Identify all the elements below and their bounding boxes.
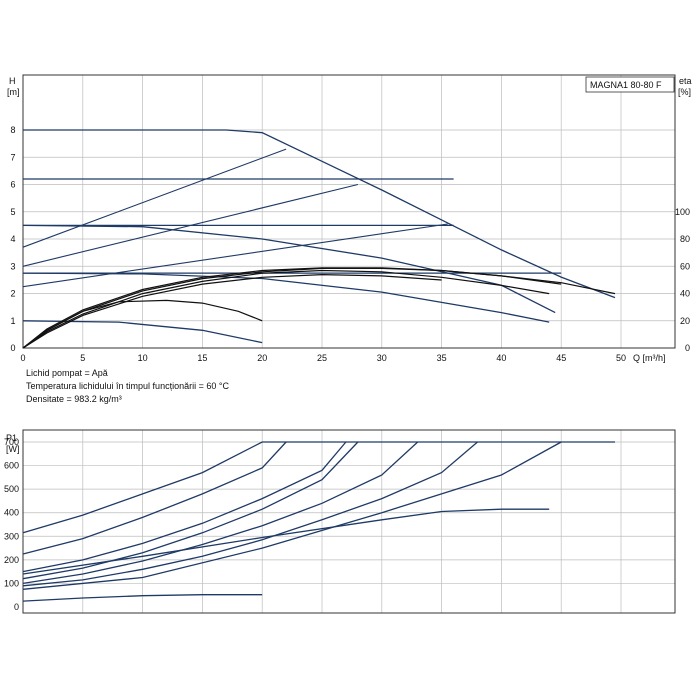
efficiency-curve (22, 269, 550, 349)
eta-tick-label: 20 (680, 316, 690, 326)
h-tick-label: 2 (10, 289, 15, 299)
p1-axis-unit: [W] (6, 444, 20, 454)
power-curve (22, 441, 347, 573)
power-plot-frame (22, 429, 676, 614)
x-tick-label: 35 (437, 353, 447, 363)
x-tick-label: 0 (20, 353, 25, 363)
x-tick-label: 5 (80, 353, 85, 363)
power-curve (22, 594, 263, 602)
p1-tick-label: 200 (4, 555, 19, 565)
eta-tick-label: 80 (680, 234, 690, 244)
x-tick-label: 20 (257, 353, 267, 363)
eta-tick-label: 100 (675, 207, 690, 217)
eta-axis-unit: [%] (678, 87, 691, 97)
eta-tick-label: 40 (680, 289, 690, 299)
x-tick-label: 15 (197, 353, 207, 363)
p1-tick-label: 300 (4, 531, 19, 541)
x-tick-label: 40 (496, 353, 506, 363)
h-axis-label: H (9, 76, 16, 86)
eta-tick-label: 60 (680, 261, 690, 271)
h-tick-label: 7 (10, 152, 15, 162)
system-curve (22, 148, 287, 248)
system-curve (22, 223, 448, 288)
x-tick-label: 50 (616, 353, 626, 363)
head-plot-curves (22, 129, 616, 349)
h-tick-label: 1 (10, 316, 15, 326)
x-tick-label: 45 (556, 353, 566, 363)
p1-tick-label: 0 (14, 602, 19, 612)
efficiency-curve (22, 299, 263, 349)
x-tick-label: 10 (138, 353, 148, 363)
power-curve (22, 441, 562, 590)
model-label-box (585, 76, 675, 93)
power-plot-curves (22, 441, 615, 602)
model-label: MAGNA1 80-80 F (590, 80, 662, 90)
note-temperature: Temperatura lichidului în timpul funcțio… (26, 381, 229, 391)
q-axis-label: Q [m³/h] (633, 353, 666, 363)
p1-tick-label: 100 (4, 578, 19, 588)
p1-tick-label: 600 (4, 461, 19, 471)
h-tick-label: 5 (10, 207, 15, 217)
p1-tick-label: 500 (4, 484, 19, 494)
h-axis-unit: [m] (7, 87, 20, 97)
eta-tick-label: 0 (685, 343, 690, 353)
head-curve (22, 272, 550, 323)
x-tick-label: 30 (377, 353, 387, 363)
note-density: Densitate = 983.2 kg/m³ (26, 394, 122, 404)
p1-tick-label: 400 (4, 508, 19, 518)
system-curve (22, 183, 359, 267)
h-tick-label: 6 (10, 180, 15, 190)
power-plot-grid (23, 430, 675, 613)
power-curve (22, 508, 550, 575)
power-curve (22, 441, 359, 580)
head-plot-frame (22, 74, 676, 349)
power-plot-ticks: 0 100 200 300 400 500 600 700 (4, 437, 19, 612)
power-curve (22, 441, 287, 555)
p1-axis-label: P1 (6, 433, 17, 443)
head-curve (22, 224, 556, 314)
power-curve (22, 441, 419, 585)
eta-axis-label: eta (679, 76, 692, 86)
head-plot-grid (23, 75, 675, 348)
head-curve (23, 129, 616, 299)
h-tick-label: 3 (10, 261, 15, 271)
note-liquid: Lichid pompat = Apă (26, 368, 108, 378)
h-tick-label: 4 (10, 234, 15, 244)
head-plot-ticks: 0 5 10 15 20 25 30 35 40 45 5001234567802040608010… (10, 125, 690, 363)
h-tick-label: 0 (10, 343, 15, 353)
power-curve (22, 441, 615, 534)
p1-tick-label: 700 (4, 437, 19, 447)
power-curve (22, 441, 478, 587)
efficiency-curve (22, 273, 442, 349)
x-tick-label: 25 (317, 353, 327, 363)
h-tick-label: 8 (10, 125, 15, 135)
